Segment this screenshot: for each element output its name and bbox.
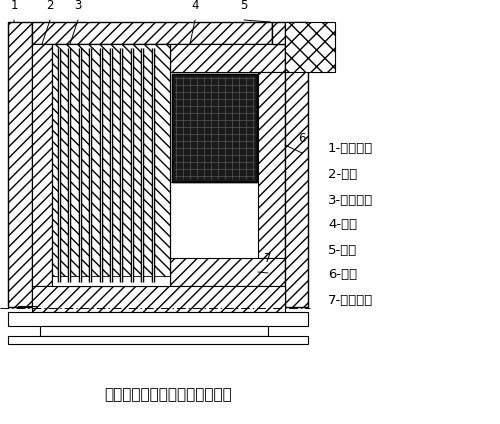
Bar <box>8 312 308 326</box>
Bar <box>272 22 285 44</box>
Bar <box>32 44 52 286</box>
Text: 4-磁轭: 4-磁轭 <box>328 218 357 232</box>
Bar <box>170 258 285 286</box>
Bar <box>258 72 285 258</box>
Text: 5-滑环: 5-滑环 <box>328 243 357 257</box>
Bar <box>285 22 335 72</box>
Text: 1-外连接件: 1-外连接件 <box>328 142 373 154</box>
Text: 6: 6 <box>298 132 306 145</box>
Text: 线圈旋转多片摩擦式电磁离合器: 线圈旋转多片摩擦式电磁离合器 <box>104 388 232 402</box>
Text: 1: 1 <box>10 0 18 12</box>
Text: 5: 5 <box>240 0 248 12</box>
Bar <box>32 286 285 312</box>
Bar <box>40 326 268 336</box>
Bar <box>52 276 170 286</box>
Bar <box>52 44 170 286</box>
Text: 4: 4 <box>191 0 199 12</box>
Bar <box>172 74 257 182</box>
Bar <box>8 22 32 307</box>
Bar <box>285 22 308 307</box>
Bar <box>52 44 170 286</box>
Bar <box>32 22 272 44</box>
Text: 7: 7 <box>264 252 272 265</box>
Bar <box>8 336 308 344</box>
Text: 3: 3 <box>74 0 82 12</box>
Text: 2-衔铁: 2-衔铁 <box>328 168 357 181</box>
Text: 2: 2 <box>46 0 54 12</box>
Text: 7-传动轴套: 7-传动轴套 <box>328 293 373 307</box>
Bar <box>172 74 257 182</box>
Bar <box>170 44 285 72</box>
Text: 3-摩擦片组: 3-摩擦片组 <box>328 193 373 206</box>
Text: 6-线圈: 6-线圈 <box>328 268 357 282</box>
